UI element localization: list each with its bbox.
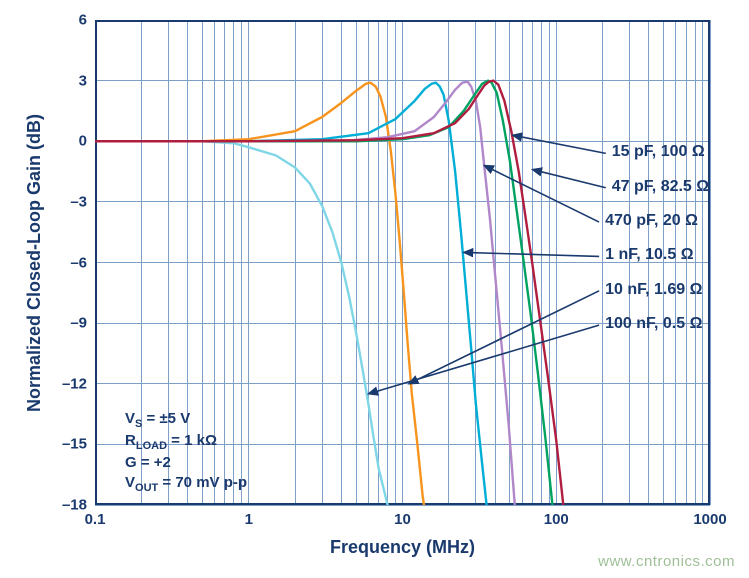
x-axis-title: Frequency (MHz) — [330, 537, 475, 558]
annotation-arrow — [368, 325, 599, 394]
annotation-arrow — [532, 170, 605, 188]
conditions-line: RLOAD = 1 kΩ — [125, 431, 247, 453]
y-tick-label: 0 — [79, 133, 95, 150]
conditions-line: G = +2 — [125, 453, 247, 473]
annotation-arrow — [513, 135, 606, 153]
x-tick-label: 0.1 — [85, 505, 106, 528]
y-tick-label: –9 — [70, 315, 95, 332]
y-tick-label: 3 — [79, 72, 95, 89]
y-tick-label: –6 — [70, 254, 95, 271]
y-tick-label: –15 — [62, 436, 95, 453]
annotation-arrow — [484, 166, 599, 223]
plot-area: –18–15–12–9–6–30360.1110100100015 pF, 10… — [95, 20, 710, 505]
y-tick-label: 6 — [79, 12, 95, 29]
conditions-line: VS = ±5 V — [125, 409, 247, 431]
conditions-line: VOUT = 70 mV p-p — [125, 473, 247, 495]
x-tick-label: 1 — [245, 505, 253, 528]
x-tick-label: 100 — [544, 505, 569, 528]
x-tick-label: 10 — [394, 505, 411, 528]
y-axis-title: Normalized Closed-Loop Gain (dB) — [24, 113, 45, 411]
watermark: www.cntronics.com — [598, 553, 735, 570]
y-tick-label: –3 — [70, 193, 95, 210]
y-tick-label: –12 — [62, 375, 95, 392]
x-tick-label: 1000 — [693, 505, 726, 528]
conditions-box: VS = ±5 VRLOAD = 1 kΩG = +2VOUT = 70 mV … — [125, 409, 247, 495]
